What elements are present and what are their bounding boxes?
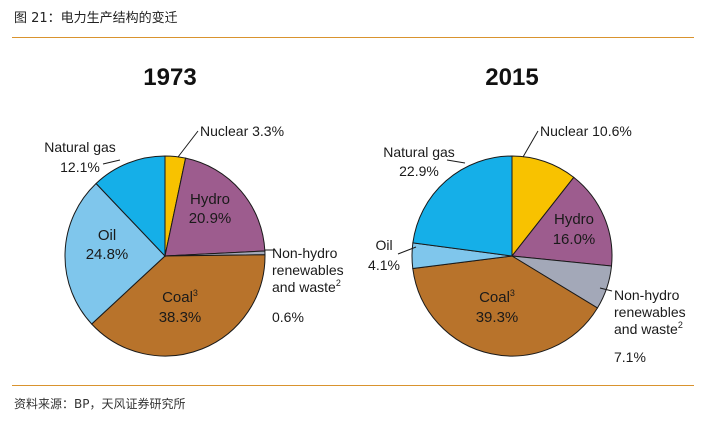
slice-value-natural-gas: 22.9%: [399, 163, 439, 179]
slice-label-oil: Oil: [98, 227, 116, 244]
slice-value-coal: 39.3%: [476, 309, 519, 326]
slice-label-oil: Oil: [375, 237, 392, 253]
slice-value-non-hydro-renewables-and-waste: 7.1%: [614, 349, 646, 365]
leader-line-natural-gas: [446, 159, 466, 164]
figure-title: 图 21：电力生产结构的变迁: [14, 11, 178, 26]
slice-label-natural-gas: Natural gas: [44, 139, 116, 155]
chart-title: 2015: [485, 64, 538, 91]
pie-chart-1973: 1973 Nuclear 3.3% Hydro 20.9% Non-hydrorenew…: [44, 64, 344, 357]
slice-label-non-hydro-renewables-and-waste: renewables: [272, 262, 344, 278]
pie-slice-coal: [90, 254, 266, 357]
source-note: 资料来源：BP，天风证券研究所: [14, 397, 186, 411]
slice-value-oil: 24.8%: [86, 246, 129, 263]
slice-label-hydro: Hydro: [190, 191, 230, 208]
slice-label-non-hydro-renewables-and-waste: and waste2: [272, 278, 341, 295]
slice-label-nuclear: Nuclear 3.3%: [200, 123, 284, 139]
pie-slice-natural-gas: [95, 155, 166, 258]
leader-line-nuclear: [522, 130, 539, 158]
chart-title: 1973: [143, 64, 196, 91]
slice-label-natural-gas: Natural gas: [383, 144, 455, 160]
pie-slice-natural-gas: [412, 155, 513, 257]
slice-value-hydro: 16.0%: [553, 231, 596, 248]
pie-slice-oil: [64, 182, 166, 325]
slice-label-non-hydro-renewables-and-waste: Non-hydro: [614, 287, 680, 303]
leader-line-non-hydro-renewables-and-waste: [599, 287, 613, 292]
slice-label-non-hydro-renewables-and-waste: and waste2: [614, 320, 683, 337]
slice-label-non-hydro-renewables-and-waste: Non-hydro: [272, 245, 338, 261]
slice-value-natural-gas: 12.1%: [60, 159, 100, 175]
bottom-divider: [12, 385, 694, 386]
leader-line-natural-gas: [102, 159, 121, 165]
top-divider: [12, 37, 694, 38]
slice-label-coal: Coal3: [479, 288, 515, 306]
leader-line-nuclear: [177, 130, 199, 158]
pie-slice-hydro: [511, 176, 613, 267]
slice-value-coal: 38.3%: [159, 309, 202, 326]
pie-chart-2015: 2015 Nuclear 10.6% Hydro 16.0% Non-hydrorene…: [368, 64, 686, 365]
slice-value-hydro: 20.9%: [189, 210, 232, 227]
slice-value-oil: 4.1%: [368, 257, 400, 273]
pie-slice-coal: [412, 255, 599, 357]
slice-value-non-hydro-renewables-and-waste: 0.6%: [272, 309, 304, 325]
slice-label-hydro: Hydro: [554, 211, 594, 228]
pie-slice-hydro: [164, 157, 266, 257]
leader-line-oil: [397, 246, 417, 255]
slice-label-non-hydro-renewables-and-waste: renewables: [614, 304, 686, 320]
slice-label-nuclear: Nuclear 10.6%: [540, 123, 632, 139]
slice-label-coal: Coal3: [162, 288, 198, 306]
